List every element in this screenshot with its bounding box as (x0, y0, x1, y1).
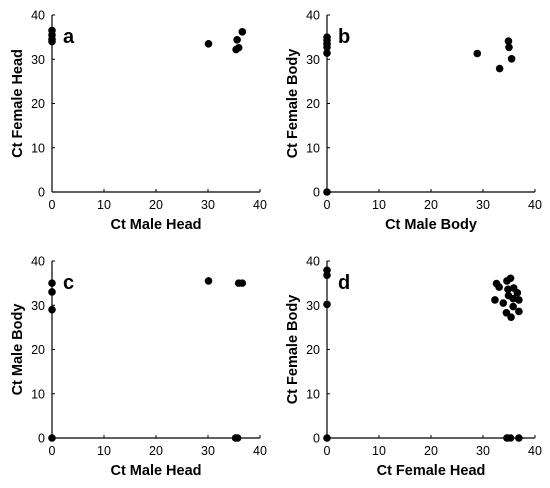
y-tick-label: 20 (31, 343, 45, 357)
data-point (515, 296, 523, 304)
x-tick-label: 40 (528, 444, 542, 458)
data-point (323, 300, 331, 309)
data-point (323, 434, 331, 442)
data-point (48, 37, 56, 46)
x-tick-label: 30 (476, 198, 490, 212)
data-point (204, 277, 213, 285)
y-tick-label: 10 (31, 141, 45, 155)
data-point (204, 39, 213, 48)
data-point (473, 49, 482, 58)
x-tick-label: 20 (424, 444, 438, 458)
x-tick-label: 0 (324, 444, 331, 458)
x-tick-label: 0 (49, 198, 56, 212)
y-axis-label: Ct Female Head (10, 49, 26, 158)
data-point (495, 64, 504, 73)
data-point (506, 434, 515, 442)
data-point (233, 35, 241, 44)
x-tick-label: 30 (201, 444, 215, 458)
data-point (491, 296, 499, 304)
panel-letter: c (63, 272, 74, 294)
y-tick-label: 10 (306, 141, 320, 155)
y-tick-label: 30 (31, 299, 45, 313)
y-tick-label: 30 (306, 299, 320, 313)
x-tick-label: 10 (97, 444, 111, 458)
data-point (323, 271, 331, 279)
x-tick-label: 40 (528, 198, 542, 212)
data-point (323, 188, 331, 196)
x-tick-label: 0 (324, 198, 331, 212)
y-tick-label: 40 (31, 255, 45, 269)
data-point (509, 302, 517, 311)
data-point (323, 49, 331, 57)
y-tick-label: 40 (306, 9, 320, 23)
data-point (48, 288, 56, 296)
x-tick-label: 10 (372, 444, 386, 458)
data-point (48, 279, 56, 287)
x-tick-label: 10 (372, 198, 386, 212)
data-point (48, 434, 56, 442)
y-tick-label: 20 (306, 343, 320, 357)
y-axis-label: Ct Female Body (285, 49, 301, 159)
x-axis-label: Ct Male Body (385, 217, 477, 233)
y-tick-label: 0 (38, 432, 45, 446)
data-point (323, 43, 331, 52)
panel-d: 0 10 20 30 40 0 10 20 30 40 Ct Female Head Ct Femal… (285, 255, 542, 480)
data-point (499, 299, 508, 307)
panel-a: 0 10 20 30 40 0 10 20 30 40 Ct Male Head Ct Female … (10, 9, 267, 234)
data-point (48, 305, 56, 314)
x-tick-label: 30 (201, 198, 215, 212)
x-tick-label: 20 (149, 444, 163, 458)
data-point (506, 274, 515, 283)
y-tick-label: 20 (31, 97, 45, 111)
data-point (507, 313, 515, 321)
panel-c: 0 10 20 30 40 0 10 20 30 40 Ct Male Head Ct Male Bo… (10, 255, 267, 480)
data-point (509, 294, 517, 303)
data-point (232, 45, 240, 54)
y-tick-label: 40 (31, 9, 45, 23)
data-point (505, 43, 513, 52)
y-tick-label: 0 (313, 186, 320, 200)
x-tick-label: 10 (97, 198, 111, 212)
y-tick-label: 0 (38, 186, 45, 200)
y-tick-label: 20 (306, 97, 320, 111)
y-tick-label: 40 (306, 255, 320, 269)
data-point (233, 434, 242, 442)
data-point (238, 279, 247, 287)
x-tick-label: 20 (424, 198, 438, 212)
data-point (507, 55, 516, 63)
panel-letter: d (338, 272, 350, 294)
x-axis-label: Ct Female Head (377, 463, 486, 479)
data-point (495, 283, 503, 291)
y-axis-label: Ct Male Body (10, 304, 26, 396)
data-point (238, 28, 247, 36)
data-point (513, 289, 522, 297)
data-point (504, 37, 513, 45)
x-tick-label: 40 (253, 444, 267, 458)
panel-b: 0 10 20 30 40 0 10 20 30 40 Ct Male Body Ct Female … (285, 9, 542, 234)
data-point (515, 434, 523, 442)
y-tick-label: 10 (306, 387, 320, 401)
y-axis-label: Ct Female Body (285, 295, 301, 405)
x-tick-label: 40 (253, 198, 267, 212)
x-tick-label: 30 (476, 444, 490, 458)
y-tick-label: 0 (313, 432, 320, 446)
x-axis-label: Ct Male Head (110, 463, 201, 479)
data-point (515, 307, 523, 316)
panel-letter: a (63, 26, 75, 48)
data-point (504, 285, 512, 294)
x-tick-label: 0 (49, 444, 56, 458)
y-tick-label: 30 (31, 53, 45, 67)
x-axis-label: Ct Male Head (110, 217, 201, 233)
y-tick-label: 30 (306, 53, 320, 67)
y-tick-label: 10 (31, 387, 45, 401)
x-tick-label: 20 (149, 198, 163, 212)
panel-letter: b (338, 26, 350, 48)
